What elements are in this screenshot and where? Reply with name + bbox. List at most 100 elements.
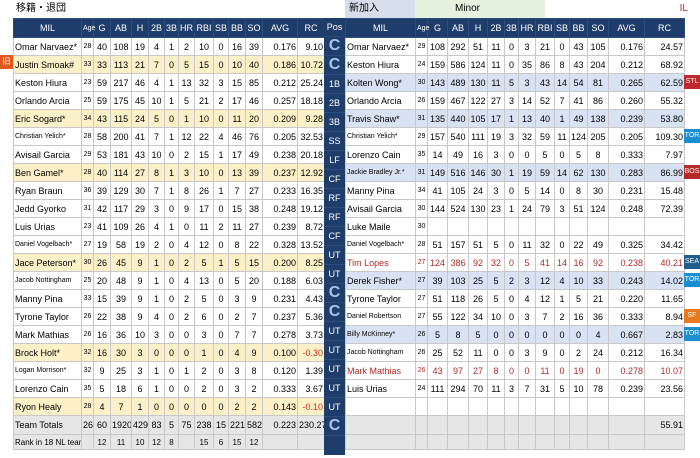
stat-cell: 13: [518, 109, 536, 128]
stat-cell: 40.21: [644, 253, 685, 272]
table-row[interactable]: Daniel Vogelbach* 28 51 157 51 5 0 11 32 0 22 49 0.3…: [345, 235, 685, 254]
stat-cell: 29: [81, 145, 94, 164]
stat-cell: 3.67: [297, 379, 325, 398]
stat-cell: 7: [148, 181, 165, 200]
stat-cell: 9: [245, 289, 263, 308]
position-cell: UT: [324, 379, 345, 398]
stat-cell: 1: [213, 253, 229, 272]
stat-cell: 32: [535, 235, 555, 254]
stat-cell: 3: [228, 379, 246, 398]
player-name: Christian Yelich*: [13, 127, 82, 146]
totals-cell: 221: [228, 415, 246, 435]
table-row[interactable]: Eric Sogard* 34 43 115 24 5 0 1 10 0 11 20 0.209 9.28: [13, 109, 325, 128]
table-row[interactable]: Manny Pina 33 15 39 9 1 0 2 5 0 3 9 0.231 4.43: [13, 289, 325, 308]
table-row[interactable]: Avisail Garcia 29 53 181 43 10 0 2 15 1 17 49 0.238 2…: [13, 145, 325, 164]
stat-cell: 4: [213, 127, 229, 146]
table-row[interactable]: Ben Gamel* 28 40 114 27 8 1 3 10 0 13 39 0.237 12.92: [13, 163, 325, 182]
stat-cell: 2: [213, 91, 229, 110]
table-row[interactable]: Avisail Garcia 30 144 524 130 23 1 24 79 3 51 124 0.…: [345, 199, 685, 218]
table-row[interactable]: Jacob Nottingham 26 25 52 11 0 0 3 9 0 2 24 0.212 16.…: [345, 343, 685, 362]
stat-cell: 6.03: [297, 271, 325, 290]
stat-cell: 9.28: [297, 109, 325, 128]
stat-cell: 0: [518, 361, 536, 380]
position-cell: UT: [324, 265, 345, 284]
stat-cell: 86: [535, 55, 555, 74]
stat-cell: 0: [504, 325, 519, 344]
stat-cell: 3: [194, 325, 214, 344]
table-row[interactable]: Daniel Robertson 27 55 122 34 10 0 3 7 2 16 36 0.333…: [345, 307, 685, 326]
table-row[interactable]: Omar Narvaez* 28 40 108 19 4 1 2 10 0 16 39 0.176 9.1…: [13, 37, 325, 56]
stat-cell: 30: [487, 163, 505, 182]
stat-cell: 0.260: [608, 91, 645, 110]
stat-cell: 0.248: [608, 199, 645, 218]
table-row[interactable]: Lorenzo Cain 35 5 18 6 1 0 0 2 0 3 2 0.333 3.67: [13, 379, 325, 398]
player-name: Avisail Garcia: [13, 145, 82, 164]
table-row[interactable]: Travis Shaw* 31 135 440 105 17 1 13 40 1 49 138 0.23…: [345, 109, 685, 128]
column-header: G: [427, 18, 448, 38]
table-row[interactable]: Jedd Gyorko 31 42 117 29 3 0 9 17 0 15 38 0.248 19.12: [13, 199, 325, 218]
table-row[interactable]: Lorenzo Cain 35 14 49 16 3 0 0 5 0 5 8 0.333 7.97: [345, 145, 685, 164]
table-row[interactable]: Orlando Arcia 26 159 467 122 27 3 14 52 7 41 86 0.26…: [345, 91, 685, 110]
stat-cell: 26: [415, 343, 428, 362]
position-cell: UT: [324, 322, 345, 341]
table-row[interactable]: Billy McKinney* 26 5 8 5 0 0 0 0 0 0 4 0.667 2.83: [345, 325, 685, 344]
table-row[interactable]: Keston Hiura 23 59 217 46 4 1 13 32 3 15 85 0.212 25.…: [13, 73, 325, 92]
stat-cell: [644, 397, 685, 416]
right-roster-table: MIL Age G AB H 2B 3B HR RBI SB BB SO AVG RC Omar Narv…: [345, 18, 685, 450]
totals-cell: 60: [93, 415, 111, 435]
team-tag: STL: [684, 75, 700, 89]
table-row[interactable]: Brock Holt* 32 16 30 3 0 0 0 1 0 4 9 0.100 -0.30: [13, 343, 325, 362]
stat-cell: 22: [93, 307, 111, 326]
table-row[interactable]: [345, 397, 685, 416]
table-row[interactable]: Jace Peterson* 30 26 45 9 1 0 2 5 1 5 15 0.200 8.25: [13, 253, 325, 272]
stat-cell: 0: [487, 343, 505, 362]
stat-cell: 30: [415, 199, 428, 218]
stat-cell: 138: [587, 109, 609, 128]
team-totals-row: Team Totals26.56019204298357523815221582…: [13, 415, 325, 435]
stat-cell: 3: [518, 307, 536, 326]
table-row[interactable]: Luke Maile 30: [345, 217, 685, 236]
stat-cell: 9.10: [297, 37, 325, 56]
table-row[interactable]: Luis Urias 23 41 109 26 4 1 0 11 2 11 27 0.239 8.72: [13, 217, 325, 236]
stat-cell: 4: [554, 271, 570, 290]
stat-cell: 0.333: [608, 307, 645, 326]
team-tag: SEA: [684, 255, 700, 269]
stat-cell: [554, 397, 570, 416]
table-row[interactable]: Jacob Nottingham 25 20 48 9 1 0 4 13 0 5 20 0.188 6.0…: [13, 271, 325, 290]
table-row[interactable]: Tyrone Taylor 26 22 38 9 4 0 2 6 0 2 7 0.237 5.36: [13, 307, 325, 326]
table-row[interactable]: Ryan Braun 36 39 129 30 7 1 8 26 1 7 27 0.233 16.35: [13, 181, 325, 200]
stat-cell: 97: [447, 361, 469, 380]
table-row[interactable]: Daniel Vogelbach* 27 19 58 19 2 0 4 12 0 8 22 0.328 1…: [13, 235, 325, 254]
column-header: 2B: [487, 18, 505, 38]
stat-cell: 13: [228, 163, 246, 182]
stat-cell: 5: [518, 181, 536, 200]
table-row[interactable]: Luis Urias 24 111 294 70 11 3 7 31 5 10 78 0.239 23.5…: [345, 379, 685, 398]
stat-cell: 124: [569, 127, 588, 146]
stat-cell: 0.278: [262, 325, 298, 344]
rank-row: Rank in 18 NL teams1211101281561512: [13, 434, 325, 450]
stat-cell: 13: [178, 73, 195, 92]
table-row[interactable]: Christian Yelich* 28 58 200 41 7 1 12 22 4 46 76 0.2…: [13, 127, 325, 146]
table-row[interactable]: Mark Mathias 26 16 36 10 3 0 0 3 0 7 7 0.278 3.73: [13, 325, 325, 344]
table-row[interactable]: Omar Narvaez* 29 108 292 51 11 0 3 21 0 43 105 0.176…: [345, 37, 685, 56]
table-row[interactable]: Tyrone Taylor 27 51 118 26 5 0 4 12 1 5 21 0.220 11.6…: [345, 289, 685, 308]
stat-cell: 43: [569, 37, 588, 56]
table-row[interactable]: Tim Lopes 27 124 386 92 32 0 5 41 14 16 92 0.238 40.2…: [345, 253, 685, 272]
table-row[interactable]: Jackie Bradley Jr.* 31 149 516 146 30 1 19 59 14 6…: [345, 163, 685, 182]
stat-cell: 19: [518, 163, 536, 182]
table-row[interactable]: Kolten Wong* 30 143 489 130 11 5 3 43 14 54 81 0.265…: [345, 73, 685, 92]
table-row[interactable]: Ryon Healy 28 4 7 1 0 0 0 0 0 2 2 0.143 -0.10: [13, 397, 325, 416]
table-row[interactable]: Orlando Arcia 25 59 175 45 10 1 5 21 2 17 46 0.257 18…: [13, 91, 325, 110]
table-row[interactable]: Mark Mathias 26 43 97 27 8 0 0 11 0 19 0 0.278 10.07: [345, 361, 685, 380]
stat-cell: 0.328: [262, 235, 298, 254]
table-row[interactable]: Logan Morrison* 32 9 25 3 1 0 1 2 0 3 8 0.120 1.39: [13, 361, 325, 380]
stat-cell: 8: [447, 325, 469, 344]
table-row[interactable]: Derek Fisher* 27 39 103 25 5 2 3 12 4 10 33 0.243 14.…: [345, 271, 685, 290]
stat-cell: 10: [148, 91, 165, 110]
table-row[interactable]: Christian Yelich* 29 157 540 111 19 3 32 59 11 124…: [345, 127, 685, 146]
stat-cell: 21: [587, 289, 609, 308]
table-row[interactable]: Manny Pina 34 41 105 24 3 0 5 14 0 8 30 0.231 15.48: [345, 181, 685, 200]
stat-cell: 0: [164, 109, 179, 128]
table-row[interactable]: Keston Hiura 24 159 586 124 11 0 35 86 8 43 204 0.21…: [345, 55, 685, 74]
table-row[interactable]: Justin Smoak# 33 33 113 21 7 0 5 15 0 10 40 0.186 10.…: [13, 55, 325, 74]
